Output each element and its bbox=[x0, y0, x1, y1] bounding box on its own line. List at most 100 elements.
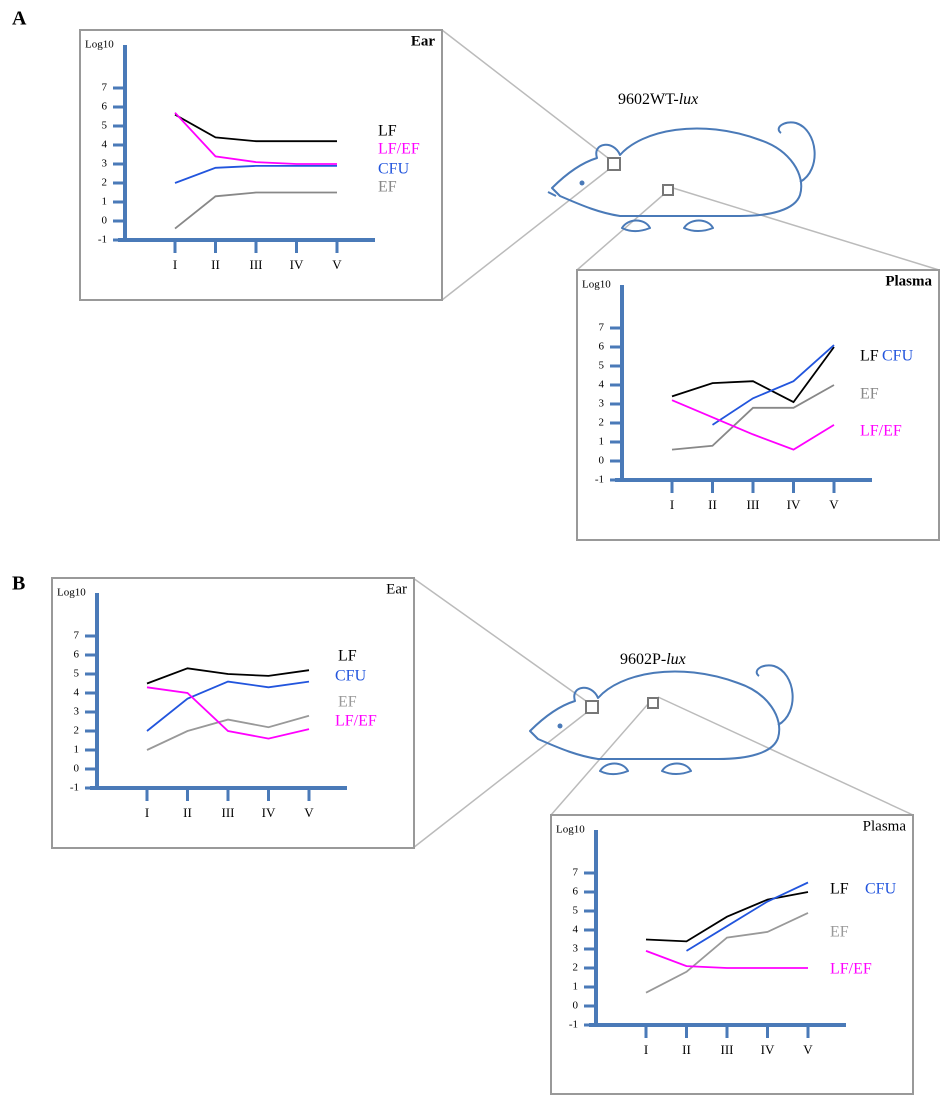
y-tick-label: 0 bbox=[102, 215, 108, 227]
legend-label: LF bbox=[830, 881, 849, 898]
y-tick-label: 7 bbox=[74, 630, 80, 642]
x-tick-label: IV bbox=[262, 805, 276, 820]
y-tick-label: 1 bbox=[102, 196, 108, 208]
x-tick-label: III bbox=[721, 1042, 734, 1057]
panel-label: B bbox=[12, 573, 25, 595]
y-tick-label: 7 bbox=[599, 322, 605, 334]
strain-name: 9602WT- bbox=[618, 91, 679, 108]
legend-label: LF/EF bbox=[335, 713, 377, 730]
legend-label: CFU bbox=[865, 881, 897, 898]
x-tick-label: I bbox=[145, 805, 149, 820]
axis-label: Log10 bbox=[85, 39, 114, 51]
axis-label: Log10 bbox=[556, 824, 585, 836]
y-tick-label: 3 bbox=[599, 398, 605, 410]
legend-label: LF bbox=[378, 123, 397, 140]
mouse bbox=[548, 122, 815, 231]
series-line bbox=[147, 716, 309, 750]
mouse bbox=[530, 665, 793, 774]
series-line bbox=[175, 113, 337, 164]
y-tick-label: 4 bbox=[573, 924, 579, 936]
y-tick-label: 3 bbox=[102, 158, 108, 170]
y-tick-label: 2 bbox=[573, 962, 579, 974]
x-tick-label: III bbox=[222, 805, 235, 820]
x-tick-label: IV bbox=[761, 1042, 775, 1057]
strain-label: 9602P-lux bbox=[620, 651, 686, 668]
y-tick-label: 1 bbox=[74, 744, 80, 756]
y-tick-label: 1 bbox=[573, 981, 579, 993]
chart-title: Plasma bbox=[863, 818, 907, 834]
y-tick-label: 6 bbox=[74, 649, 80, 661]
connector bbox=[413, 578, 586, 701]
chart-title: Ear bbox=[411, 33, 436, 49]
strain-suffix: lux bbox=[666, 651, 686, 668]
legend-label: CFU bbox=[335, 668, 367, 685]
y-tick-label: -1 bbox=[70, 782, 79, 794]
x-tick-label: V bbox=[332, 257, 342, 272]
x-tick-label: V bbox=[803, 1042, 813, 1057]
legend-label: LF/EF bbox=[830, 961, 872, 978]
series-line bbox=[175, 115, 337, 142]
chart-title: Plasma bbox=[885, 273, 932, 289]
y-tick-label: 6 bbox=[102, 101, 108, 113]
x-tick-label: IV bbox=[787, 497, 801, 512]
series-line bbox=[646, 951, 808, 968]
x-tick-label: II bbox=[211, 257, 220, 272]
series-line bbox=[646, 913, 808, 993]
x-tick-label: V bbox=[304, 805, 314, 820]
y-tick-label: 1 bbox=[599, 436, 605, 448]
series-line bbox=[687, 883, 809, 951]
legend-label: LF/EF bbox=[860, 423, 902, 440]
legend-label: LF bbox=[860, 348, 879, 365]
y-tick-label: 5 bbox=[74, 668, 80, 680]
y-tick-label: 3 bbox=[573, 943, 579, 955]
legend-label: CFU bbox=[378, 161, 410, 178]
y-tick-label: 5 bbox=[573, 905, 579, 917]
y-tick-label: 4 bbox=[599, 379, 605, 391]
y-tick-label: 7 bbox=[573, 867, 579, 879]
connector bbox=[577, 195, 663, 270]
y-tick-label: 5 bbox=[102, 120, 108, 132]
y-tick-label: 7 bbox=[102, 82, 108, 94]
legend-label: EF bbox=[860, 386, 879, 403]
y-tick-label: -1 bbox=[595, 474, 604, 486]
y-tick-label: 0 bbox=[74, 763, 80, 775]
series-line bbox=[147, 682, 309, 731]
x-tick-label: IV bbox=[290, 257, 304, 272]
strain-label: 9602WT-lux bbox=[618, 91, 698, 108]
x-tick-label: I bbox=[670, 497, 674, 512]
y-tick-label: 2 bbox=[599, 417, 605, 429]
series-line bbox=[147, 687, 309, 738]
series-line bbox=[646, 892, 808, 941]
connector bbox=[442, 30, 608, 158]
y-tick-label: 4 bbox=[102, 139, 108, 151]
axis-label: Log10 bbox=[582, 279, 611, 291]
legend-label: EF bbox=[378, 179, 397, 196]
legend-label: EF bbox=[338, 694, 357, 711]
x-tick-label: I bbox=[173, 257, 177, 272]
chart-title: Ear bbox=[386, 581, 407, 597]
series-line bbox=[175, 193, 337, 229]
legend-label: LF/EF bbox=[378, 141, 420, 158]
legend-label: CFU bbox=[882, 348, 914, 365]
series-line bbox=[175, 166, 337, 183]
series-line bbox=[713, 345, 835, 425]
axis-label: Log10 bbox=[57, 587, 86, 599]
y-tick-label: 0 bbox=[573, 1000, 579, 1012]
y-tick-label: 6 bbox=[599, 341, 605, 353]
x-tick-label: V bbox=[829, 497, 839, 512]
connector bbox=[658, 697, 913, 815]
y-tick-label: 0 bbox=[599, 455, 605, 467]
legend-label: LF bbox=[338, 648, 357, 665]
y-tick-label: 4 bbox=[74, 687, 80, 699]
y-tick-label: 2 bbox=[74, 725, 80, 737]
y-tick-label: 6 bbox=[573, 886, 579, 898]
y-tick-label: -1 bbox=[569, 1019, 578, 1031]
strain-suffix: lux bbox=[679, 91, 699, 108]
x-tick-label: III bbox=[250, 257, 263, 272]
x-tick-label: II bbox=[708, 497, 717, 512]
y-tick-label: 2 bbox=[102, 177, 108, 189]
x-tick-label: II bbox=[682, 1042, 691, 1057]
y-tick-label: -1 bbox=[98, 234, 107, 246]
x-tick-label: II bbox=[183, 805, 192, 820]
x-tick-label: I bbox=[644, 1042, 648, 1057]
